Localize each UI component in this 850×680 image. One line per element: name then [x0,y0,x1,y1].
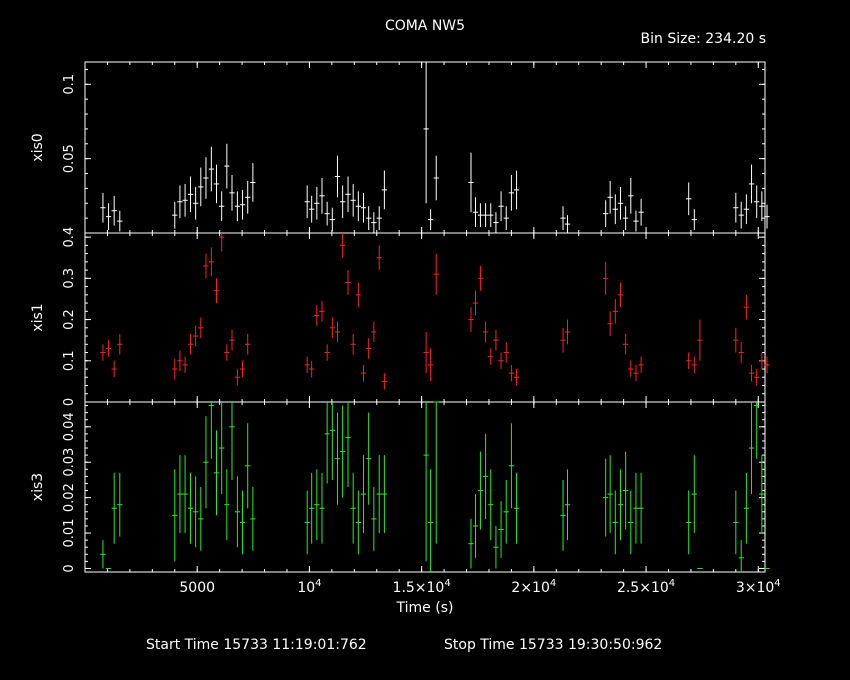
x-tick-label: 2.5×104 [617,578,675,596]
x-tick-label: 5000 [179,580,215,596]
panel-frame-xis0 [84,61,766,234]
y-tick-label-xis1: 0.2 [62,309,77,330]
panel-frame-xis1 [84,232,766,403]
y-tick-label-xis3: 0.04 [62,412,77,441]
y-tick-label-xis0: 0.05 [62,144,77,173]
y-tick-label-xis3: 0.01 [62,519,77,548]
x-tick-label: 3×104 [736,578,781,596]
x-tick-label: 1.5×104 [393,578,451,596]
x-tick-label: 2×104 [511,578,556,596]
panel-frame-xis3 [84,401,766,573]
chart-title: COMA NW5 [384,18,466,34]
x-axis-label: Time (s) [396,600,454,616]
y-tick-label-xis1: 0.1 [62,350,77,371]
x-tick-exponent: 4 [669,578,675,589]
y-tick-label-xis3: 0.02 [62,483,77,512]
x-tick-exponent: 4 [550,578,556,589]
y-tick-label-xis0: 0.1 [62,74,77,95]
stop-time-label: Stop Time 15733 19:30:50:962 [444,637,663,653]
y-tick-label-xis1: 0.4 [62,227,77,248]
x-tick-exponent: 4 [774,578,780,589]
panel-label-xis1: xis1 [30,303,46,331]
y-tick-label-xis1: 0.3 [62,268,77,289]
panel-label-xis3: xis3 [30,473,46,501]
y-tick-label-xis1: 0 [62,398,77,406]
x-tick-exponent: 4 [315,578,321,589]
x-tick-label: 104 [297,578,321,596]
bin-size-label: Bin Size: 234.20 s [640,31,766,47]
y-tick-label-xis3: 0.03 [62,448,77,477]
start-time-label: Start Time 15733 11:19:01:762 [146,637,367,653]
y-tick-label-xis3: 0 [62,564,77,572]
x-tick-exponent: 4 [444,578,450,589]
panel-label-xis0: xis0 [30,133,46,161]
